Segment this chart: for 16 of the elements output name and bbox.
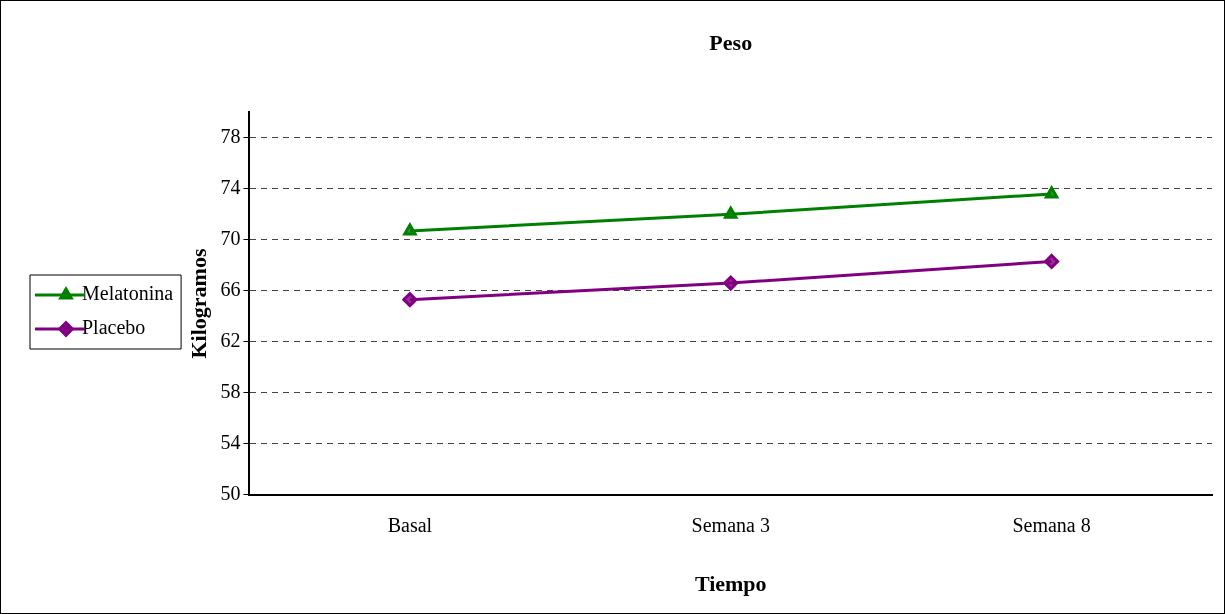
y-tick-label: 62	[220, 328, 241, 351]
legend-label: Melatonina	[82, 282, 174, 305]
x-axis-title: Tiempo	[694, 571, 767, 597]
y-tick-label: 78	[220, 125, 241, 148]
y-tick-label: 58	[220, 379, 241, 402]
y-tick-label: 66	[220, 278, 241, 301]
x-tick-label: Semana 8	[1012, 513, 1091, 536]
legend-label: Placebo	[82, 316, 146, 339]
y-axis-title: Kilogramos	[185, 248, 211, 359]
y-tick-label: 54	[220, 430, 241, 453]
x-tick-label: Semana 3	[691, 513, 770, 536]
y-tick-label: 50	[220, 481, 241, 504]
y-tick-label: 74	[220, 176, 241, 199]
x-tick-label: Basal	[387, 513, 433, 536]
chart-title: Peso	[709, 29, 753, 55]
y-tick-label: 70	[220, 227, 241, 250]
